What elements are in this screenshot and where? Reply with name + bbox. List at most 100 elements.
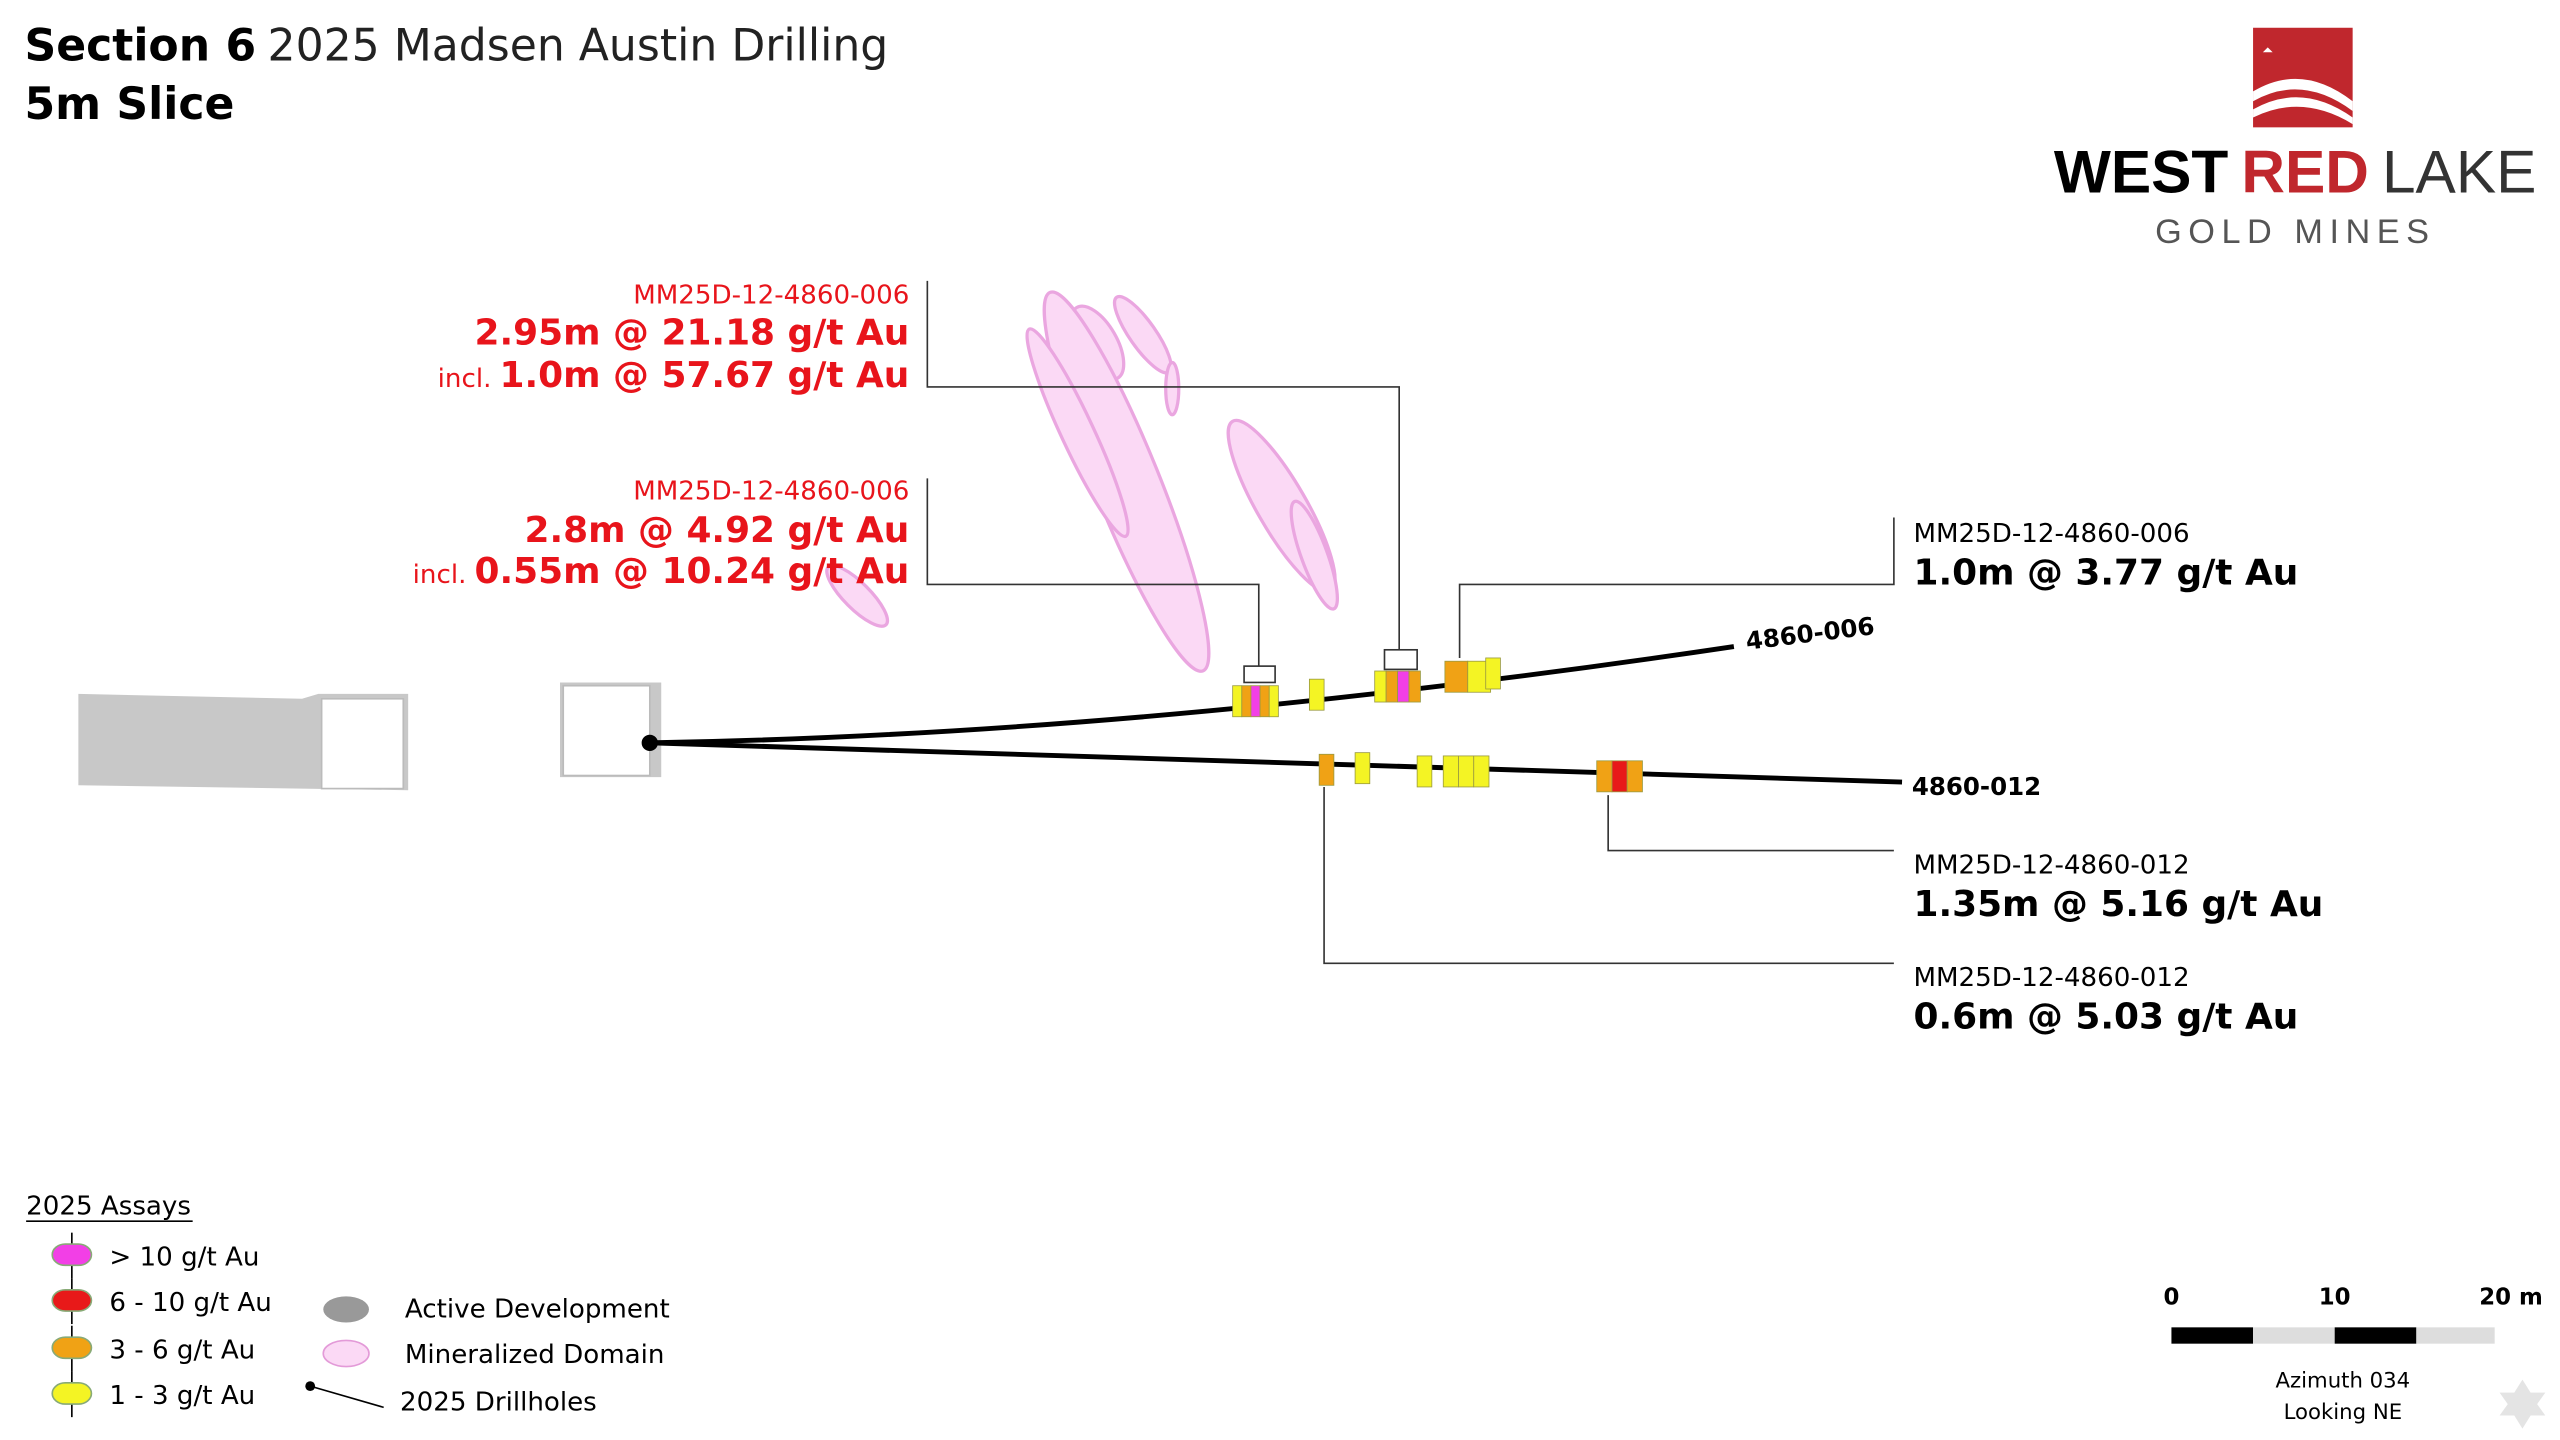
assay-interval xyxy=(1408,670,1421,703)
callout-hole: MM25D-12-4860-006 xyxy=(633,477,909,507)
active-development-part xyxy=(562,684,651,777)
callout-interval: 1.35m @ 5.16 g/t Au xyxy=(1913,884,2323,925)
title: Section 6 2025 Madsen Austin Drilling xyxy=(24,20,888,71)
callout-hole: MM25D-12-4860-006 xyxy=(633,281,909,311)
callout-interval: 1.0m @ 3.77 g/t Au xyxy=(1913,552,2298,593)
legend-label: Active Development xyxy=(405,1295,670,1325)
looking: Looking NE xyxy=(2284,1400,2403,1425)
callouts: MM25D-12-4860-006 2.95m @ 21.18 g/t Au i… xyxy=(413,281,2324,1038)
scale-bar: 0 10 20 m Azimuth 034 Looking NE xyxy=(2163,1284,2546,1429)
incl-interval: 1.0m @ 57.67 g/t Au xyxy=(500,355,910,396)
assay-interval xyxy=(1308,678,1325,711)
incl-prefix: incl. xyxy=(438,364,492,394)
title-rest: 2025 Madsen Austin Drilling xyxy=(268,20,889,71)
legend-label: 3 - 6 g/t Au xyxy=(109,1335,255,1365)
incl-prefix: incl. xyxy=(413,560,467,590)
legend-swatch xyxy=(51,1382,93,1405)
callout-hole: MM25D-12-4860-012 xyxy=(1913,850,2189,880)
logo: WEST RED LAKE GOLD MINES xyxy=(2054,27,2537,251)
legend-part xyxy=(309,1385,384,1409)
leader-lines-part xyxy=(1383,648,1418,671)
logo-part xyxy=(2262,40,2273,56)
logo-part: WEST RED LAKE xyxy=(2054,138,2537,206)
mineralized-domains-part xyxy=(1042,290,1211,673)
legend-label: Mineralized Domain xyxy=(405,1340,665,1370)
assay-interval xyxy=(1473,755,1490,788)
azimuth: Azimuth 034 xyxy=(2276,1369,2411,1394)
active-development xyxy=(78,682,662,791)
assay-interval xyxy=(1374,670,1387,703)
logo-word: LAKE xyxy=(2382,138,2536,206)
drillholes: 4860-006 4860-012 xyxy=(641,611,2041,801)
callout-interval: 2.8m @ 4.92 g/t Au xyxy=(525,510,910,551)
drillholes-part xyxy=(649,644,1735,746)
leader-lines xyxy=(926,280,1895,965)
assay-interval xyxy=(1596,760,1613,793)
subtitle: 5m Slice xyxy=(24,79,234,130)
legend-swatch xyxy=(51,1243,93,1267)
callout-interval: 0.6m @ 5.03 g/t Au xyxy=(1913,997,2298,1038)
mineralized-domains-part xyxy=(1164,360,1181,417)
legend-title: 2025 Assays xyxy=(26,1192,191,1222)
drillhole-label: 4860-006 xyxy=(1744,611,1876,656)
assay-interval xyxy=(1268,685,1279,718)
drillholes-part xyxy=(649,740,1903,785)
assay-interval xyxy=(1241,685,1252,718)
mineralized-domains-part xyxy=(825,563,890,628)
drillhole-label: 4860-012 xyxy=(1912,772,2041,801)
legend-label: 1 - 3 g/t Au xyxy=(109,1381,255,1411)
legend-label: 2025 Drillholes xyxy=(400,1388,597,1418)
assay-interval xyxy=(1232,685,1243,718)
assay-interval xyxy=(1444,660,1469,693)
leader-lines-part xyxy=(1323,786,1894,965)
scale-label: 20 m xyxy=(2479,1284,2543,1310)
incl-interval: 0.55m @ 10.24 g/t Au xyxy=(475,551,910,592)
assay-interval xyxy=(1354,752,1371,785)
title-bold: Section 6 xyxy=(24,20,256,71)
assay-interval xyxy=(1250,685,1261,718)
logo-part xyxy=(2253,78,2353,125)
legend: 2025 Assays Active Development Mineraliz… xyxy=(26,1192,670,1418)
logo-word: WEST xyxy=(2054,138,2229,206)
leader-lines-part xyxy=(926,478,1260,667)
assay-intervals xyxy=(1232,657,1643,793)
logo-tagline: GOLD MINES xyxy=(2155,213,2435,251)
mineralized-domains-part xyxy=(1025,327,1130,539)
assay-interval xyxy=(1611,760,1628,793)
assay-interval xyxy=(1626,760,1643,793)
callout-incl: incl. 0.55m @ 10.24 g/t Au xyxy=(413,551,910,592)
assay-interval xyxy=(1458,755,1475,788)
assay-interval xyxy=(1485,657,1501,690)
legend-part xyxy=(305,1381,316,1392)
scale-bar-part xyxy=(2499,1379,2546,1429)
leader-lines-part xyxy=(1458,517,1895,658)
scale-bar-part xyxy=(2253,1327,2335,1344)
assay-interval xyxy=(1442,755,1459,788)
scale-label: 10 xyxy=(2319,1284,2351,1310)
leader-lines-part xyxy=(1607,795,1894,852)
drillholes-part xyxy=(641,734,658,752)
legend-swatch xyxy=(51,1336,93,1360)
assay-interval xyxy=(1259,685,1270,718)
active-development-part xyxy=(320,697,405,790)
callout-interval: 2.95m @ 21.18 g/t Au xyxy=(475,312,910,353)
scale-bar-part xyxy=(2171,1327,2254,1344)
scale-label: 0 xyxy=(2163,1284,2179,1310)
assay-interval xyxy=(1397,670,1410,703)
legend-swatch xyxy=(51,1288,93,1312)
legend-label: 6 - 10 g/t Au xyxy=(109,1288,271,1318)
scale-bar-part xyxy=(2416,1327,2495,1344)
legend-part xyxy=(323,1296,369,1323)
legend-part xyxy=(322,1339,370,1368)
callout-incl: incl. 1.0m @ 57.67 g/t Au xyxy=(438,355,910,396)
assay-interval xyxy=(1416,755,1433,788)
logo-word: RED xyxy=(2241,138,2369,206)
scale-bar-part xyxy=(2334,1327,2417,1344)
callout-hole: MM25D-12-4860-006 xyxy=(1913,519,2189,549)
assay-interval xyxy=(1385,670,1398,703)
assay-interval xyxy=(1318,753,1335,786)
callout-hole: MM25D-12-4860-012 xyxy=(1913,963,2189,993)
legend-label: > 10 g/t Au xyxy=(109,1242,259,1272)
